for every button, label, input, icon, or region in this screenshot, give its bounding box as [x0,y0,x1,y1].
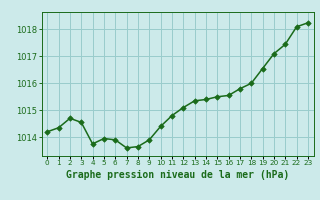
X-axis label: Graphe pression niveau de la mer (hPa): Graphe pression niveau de la mer (hPa) [66,170,289,180]
